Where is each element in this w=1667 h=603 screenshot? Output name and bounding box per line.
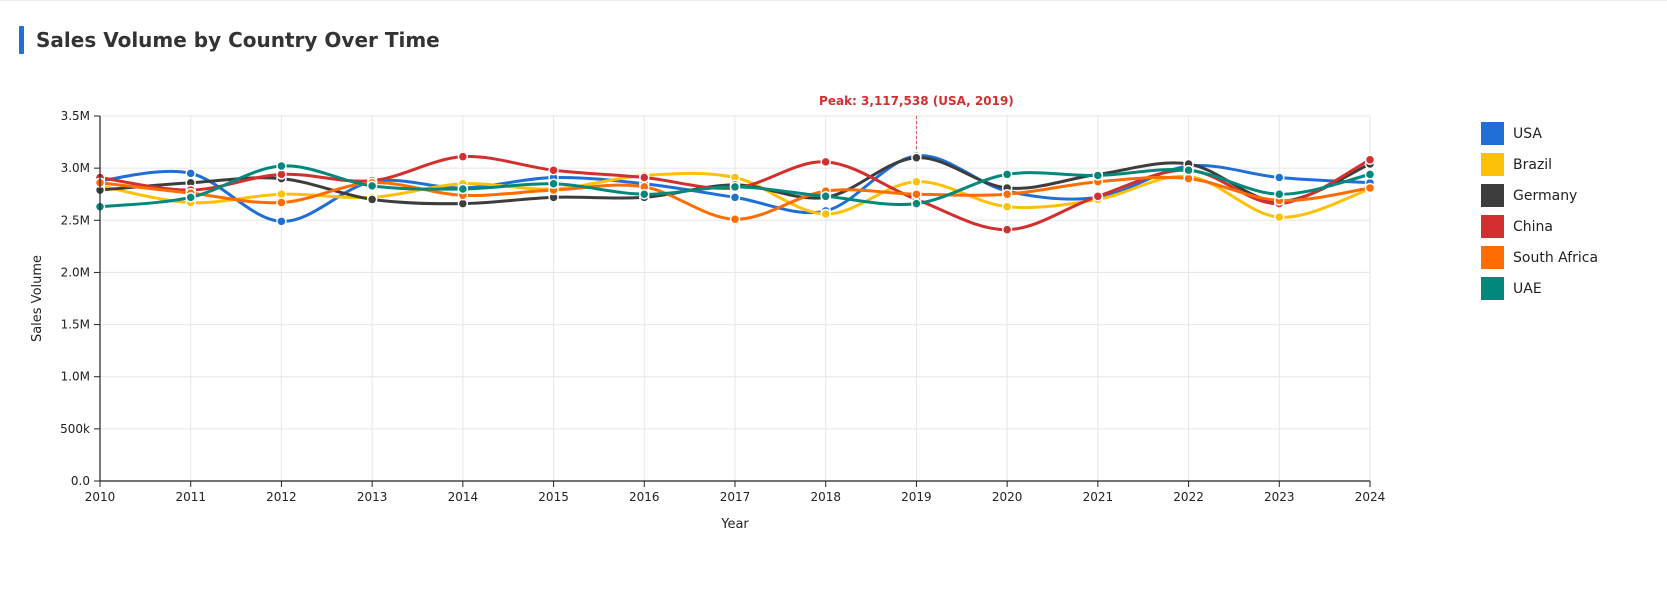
data-point-china (457, 151, 469, 162)
title-accent-bar (19, 26, 24, 54)
x-tick-label: 2019 (901, 490, 932, 504)
legend-swatch (1481, 215, 1504, 238)
series-line-china (98, 155, 1372, 232)
data-point-china (639, 172, 650, 183)
data-point-uae (1274, 188, 1285, 200)
y-tick-label: 500k (60, 422, 90, 436)
legend-item-brazil[interactable]: Brazil (1481, 153, 1651, 176)
data-point-uae (729, 181, 741, 193)
data-point-south-africa (276, 197, 287, 208)
x-tick-label: 2023 (1264, 490, 1295, 504)
legend-label: Brazil (1513, 156, 1553, 173)
data-point-china (1001, 224, 1013, 235)
data-point-uae (1092, 170, 1104, 181)
chart-legend: USA Brazil Germany China South Africa UAE (1481, 122, 1651, 308)
data-point-uae (639, 188, 650, 200)
x-tick-label: 2016 (629, 490, 660, 504)
data-point-germany (366, 194, 378, 205)
data-point-uae (1001, 169, 1013, 180)
data-point-usa (1274, 172, 1285, 183)
data-point-brazil (1001, 201, 1013, 212)
annotation-layer: Peak: 3,117,538 (USA, 2019) (819, 94, 1014, 156)
data-point-uae (548, 178, 559, 190)
y-tick-label: 3.0M (61, 161, 90, 175)
data-point-china (1364, 154, 1376, 166)
data-point-usa (276, 216, 287, 227)
data-point-brazil (911, 176, 922, 187)
y-tick-label: 0.0 (71, 474, 90, 488)
legend-item-usa[interactable]: USA (1481, 122, 1651, 145)
x-tick-label: 2014 (448, 490, 479, 504)
x-tick-label: 2011 (175, 490, 206, 504)
legend-label: Germany (1513, 187, 1578, 204)
y-tick-label: 3.5M (61, 109, 90, 123)
y-tick-label: 2.0M (61, 265, 90, 279)
y-axis-label: Sales Volume (30, 255, 45, 342)
data-point-brazil (1274, 211, 1285, 223)
y-tick-label: 1.5M (61, 318, 90, 332)
x-tick-label: 2010 (85, 490, 116, 504)
page-title: Sales Volume by Country Over Time (36, 28, 440, 52)
axes: 0.0 500k 1.0M 1.5M 2.0M 2.5M 3.0M 3.5M 2010 2011 2… (30, 109, 1385, 532)
data-point-south-africa (1364, 182, 1376, 194)
data-point-usa (185, 168, 196, 179)
x-tick-label: 2015 (538, 490, 569, 504)
x-tick-label: 2013 (357, 490, 388, 504)
data-point-uae (1183, 164, 1194, 176)
data-point-uae (276, 160, 287, 172)
data-point-germany (911, 152, 922, 163)
data-point-china (820, 156, 831, 168)
x-tick-label: 2020 (992, 490, 1023, 504)
legend-item-south-africa[interactable]: South Africa (1481, 246, 1651, 269)
legend-swatch (1481, 153, 1504, 176)
data-point-south-africa (911, 188, 922, 200)
x-axis-label: Year (720, 517, 749, 532)
x-tick-label: 2018 (810, 490, 841, 504)
top-divider (0, 0, 1667, 1)
x-tick-label: 2012 (266, 490, 297, 504)
peak-annotation-label: Peak: 3,117,538 (USA, 2019) (819, 94, 1014, 108)
x-tick-label: 2024 (1355, 490, 1386, 504)
y-tick-label: 1.0M (61, 370, 90, 384)
legend-label: UAE (1513, 280, 1542, 297)
legend-item-uae[interactable]: UAE (1481, 277, 1651, 300)
data-point-usa (729, 192, 741, 203)
data-point-uae (1364, 169, 1376, 180)
data-point-china (548, 164, 559, 176)
legend-label: USA (1513, 125, 1542, 142)
data-point-uae (457, 183, 469, 195)
data-point-uae (185, 192, 196, 203)
x-tick-label: 2017 (720, 490, 751, 504)
legend-swatch (1481, 122, 1504, 145)
legend-label: China (1513, 218, 1553, 235)
y-tick-label: 2.5M (61, 213, 90, 227)
data-point-uae (820, 191, 831, 202)
chart-header: Sales Volume by Country Over Time (19, 26, 440, 54)
data-point-brazil (820, 208, 831, 220)
data-point-uae (911, 198, 922, 209)
legend-swatch (1481, 246, 1504, 269)
data-point-uae (366, 180, 378, 192)
data-point-south-africa (1001, 188, 1013, 200)
legend-label: South Africa (1513, 249, 1599, 266)
legend-item-germany[interactable]: Germany (1481, 184, 1651, 207)
data-point-china (1092, 191, 1104, 202)
data-points (94, 150, 1376, 235)
legend-swatch (1481, 184, 1504, 207)
x-tick-label: 2022 (1173, 490, 1204, 504)
x-tick-label: 2021 (1083, 490, 1114, 504)
legend-swatch (1481, 277, 1504, 300)
legend-item-china[interactable]: China (1481, 215, 1651, 238)
data-point-south-africa (729, 213, 741, 225)
